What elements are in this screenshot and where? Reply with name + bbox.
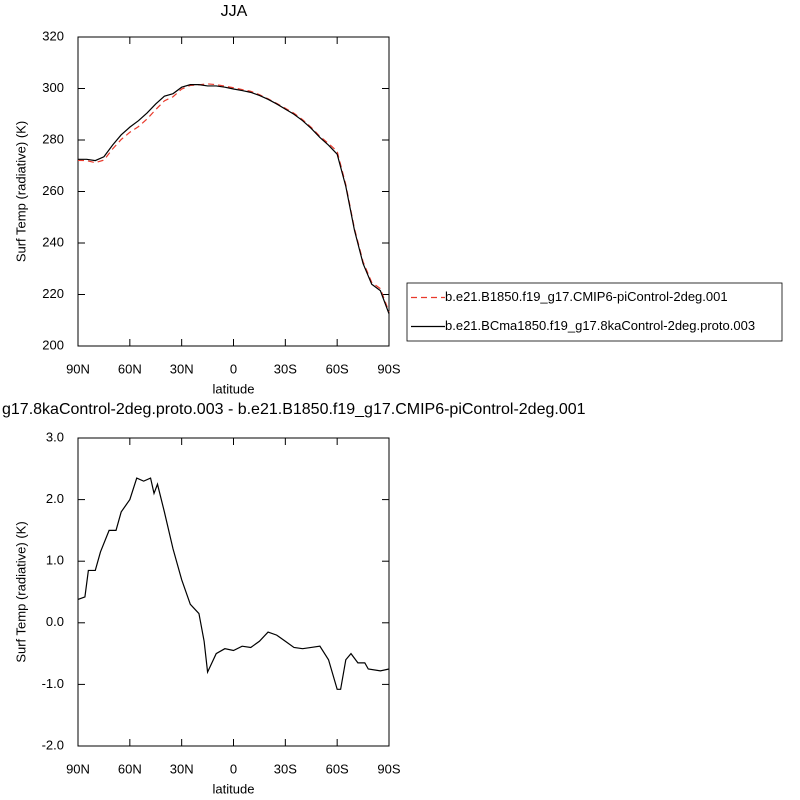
- y-tick-label: 3.0: [46, 429, 64, 444]
- legend-label: b.e21.B1850.f19_g17.CMIP6-piControl-2deg…: [445, 289, 728, 304]
- data-line: [77, 477, 390, 690]
- x-tick-label: 30S: [274, 761, 297, 776]
- y-axis-label: Surf Temp (radiative) (K): [13, 121, 28, 262]
- y-axis-label: Surf Temp (radiative) (K): [13, 521, 28, 662]
- y-tick-label: 240: [42, 234, 64, 249]
- data-line: [78, 84, 390, 315]
- x-tick-label: 90N: [66, 761, 90, 776]
- x-axis-label: latitude: [213, 781, 255, 796]
- y-tick-label: 1.0: [46, 553, 64, 568]
- legend-box: [406, 282, 783, 342]
- y-tick-label: 2.0: [46, 491, 64, 506]
- x-tick-label: 60S: [326, 361, 349, 376]
- y-tick-label: 300: [42, 80, 64, 95]
- y-tick-label: 320: [42, 28, 64, 43]
- y-tick-label: 280: [42, 131, 64, 146]
- plot-frame: [77, 36, 390, 347]
- x-tick-label: 90N: [66, 361, 90, 376]
- y-tick-label: 220: [42, 286, 64, 301]
- x-tick-label: 60S: [326, 761, 349, 776]
- y-tick-label: 200: [42, 337, 64, 352]
- x-tick-label: 30N: [170, 361, 194, 376]
- y-tick-label: -2.0: [42, 737, 64, 752]
- x-tick-label: 60N: [118, 761, 142, 776]
- data-line: [77, 83, 390, 313]
- x-axis-label: latitude: [213, 381, 255, 396]
- x-tick-label: 90S: [377, 361, 400, 376]
- plot-frame: [77, 437, 390, 747]
- chart-title: JJA: [221, 3, 248, 20]
- legend-label: b.e21.BCma1850.f19_g17.8kaControl-2deg.p…: [445, 318, 755, 333]
- y-tick-label: -1.0: [42, 676, 64, 691]
- x-tick-label: 0: [230, 361, 237, 376]
- x-tick-label: 30S: [274, 361, 297, 376]
- y-tick-label: 0.0: [46, 614, 64, 629]
- chart-title: g17.8kaControl-2deg.proto.003 - b.e21.B1…: [2, 401, 586, 418]
- x-tick-label: 60N: [118, 361, 142, 376]
- x-tick-label: 30N: [170, 761, 194, 776]
- y-tick-label: 260: [42, 183, 64, 198]
- x-tick-label: 0: [230, 761, 237, 776]
- x-tick-label: 90S: [377, 761, 400, 776]
